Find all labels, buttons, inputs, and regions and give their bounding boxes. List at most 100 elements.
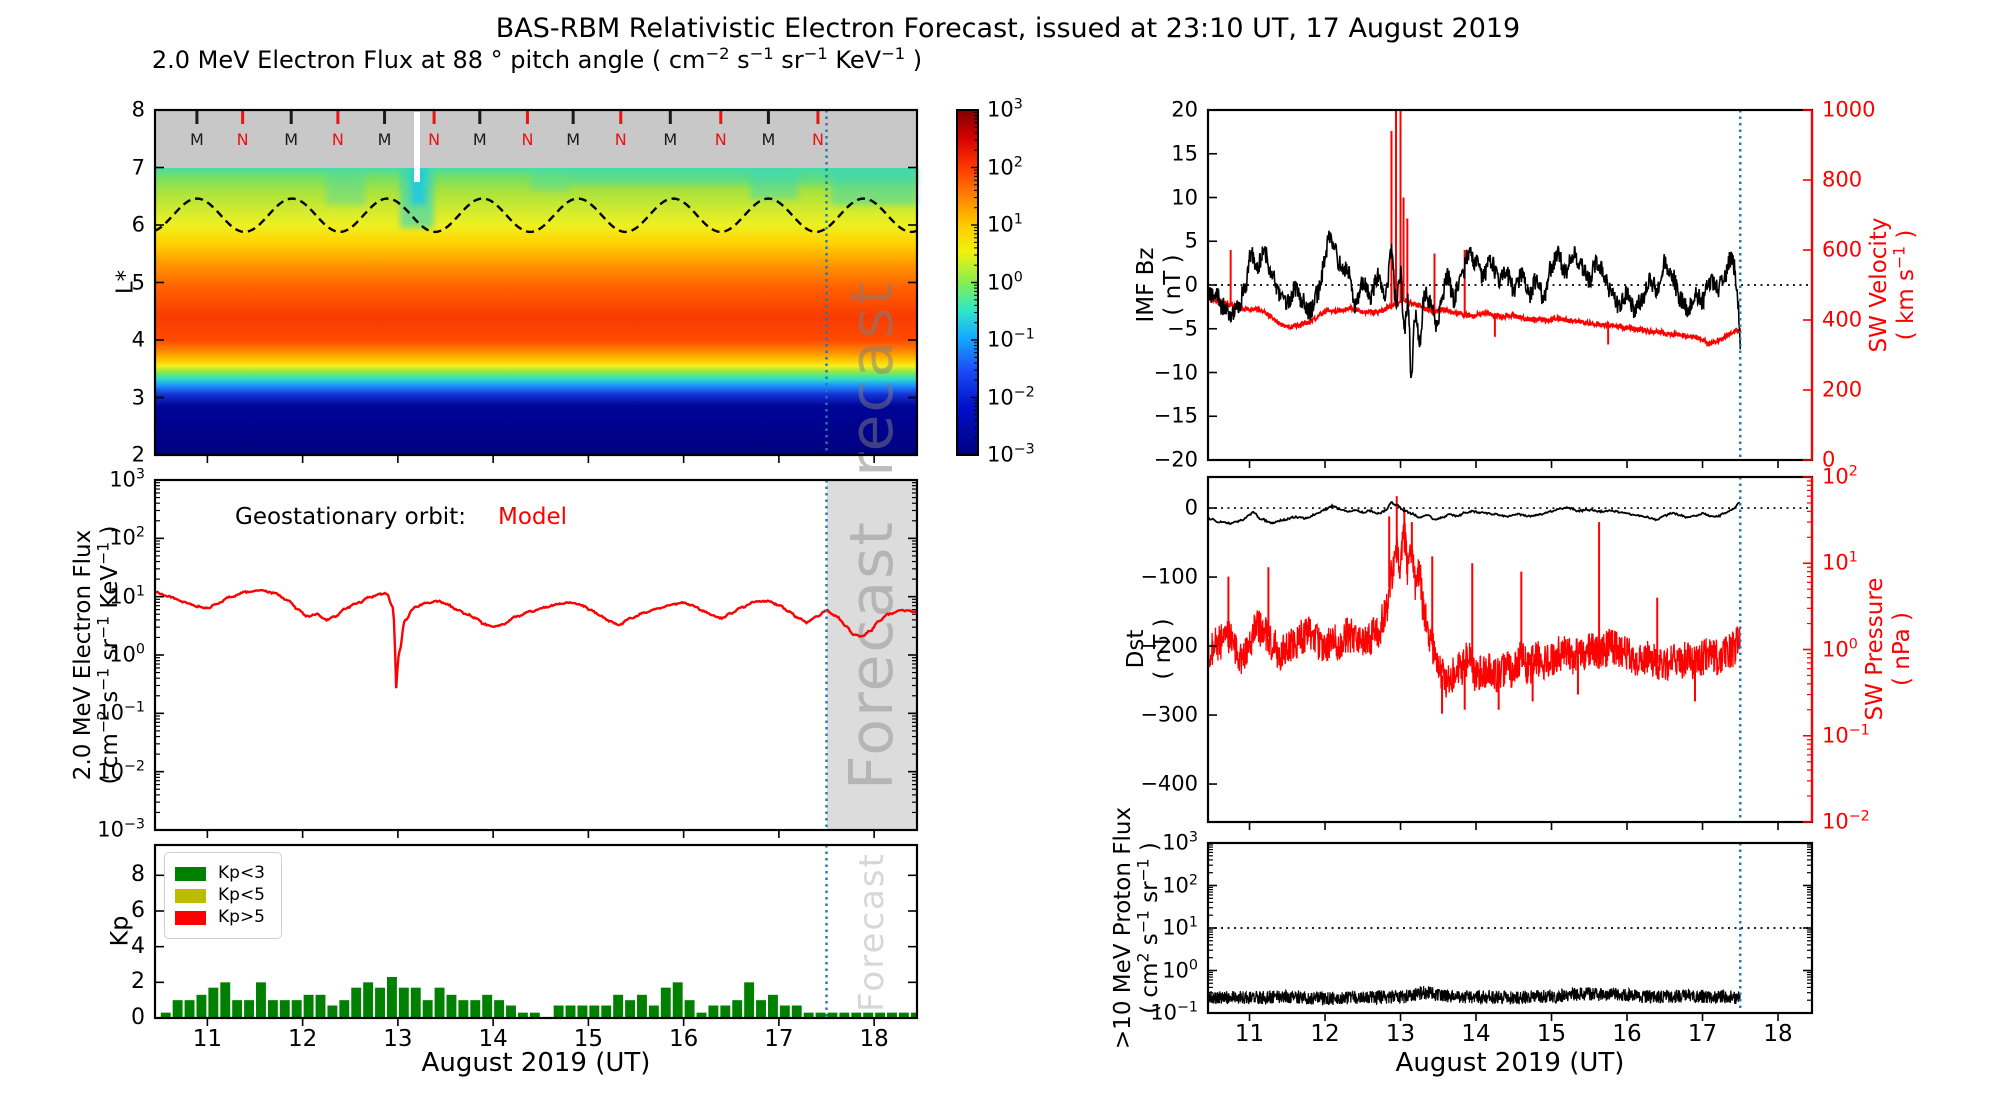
kp-bar	[434, 987, 445, 1017]
tick-label: −20	[1153, 447, 1198, 472]
tick-label: 17	[764, 1026, 794, 1052]
tick-label: 0	[1822, 447, 1836, 472]
kp-bar	[553, 1005, 564, 1017]
kp-bar	[446, 994, 457, 1017]
kp-bar	[756, 1000, 766, 1017]
tick-label: 800	[1822, 167, 1863, 192]
tick-label: 16	[1612, 1021, 1642, 1047]
colorbar-tick-label: 101	[987, 211, 1023, 237]
kp-bar	[506, 1005, 516, 1017]
tick-label: 20	[1171, 97, 1198, 122]
midnight-marker-label: M	[472, 130, 487, 149]
tick-label: 10−1	[97, 699, 145, 725]
annotation-prefix: Geostationary orbit:	[235, 504, 466, 530]
series->10-mev-proton-flux	[1207, 986, 1741, 1006]
kp-bar	[172, 1000, 183, 1017]
colorbar-tick-label: 10−3	[987, 441, 1035, 467]
kp-bar	[898, 1012, 909, 1017]
kp-bar	[267, 1000, 278, 1017]
kp-bar	[720, 1005, 731, 1017]
kp-bar	[196, 994, 207, 1017]
kp-bar	[910, 1012, 916, 1017]
kp-bar	[184, 1000, 195, 1017]
tick-label: 1000	[1822, 97, 1876, 122]
tick-label: 3	[131, 385, 145, 409]
tick-label: 6	[131, 212, 145, 237]
tick-label: 5	[1184, 228, 1198, 253]
kp-bar	[589, 1005, 600, 1017]
series-dst	[1207, 500, 1741, 525]
imf-bz-axis-label: IMF Bz ( nT )	[1133, 247, 1187, 322]
noon-marker-label: N	[714, 130, 727, 149]
geostationary-orbit-line	[154, 197, 918, 234]
legend-label: Kp<5	[218, 885, 265, 905]
kp-bar	[470, 1000, 481, 1017]
midnight-marker-label: M	[190, 130, 204, 149]
tick-label: 2	[131, 969, 145, 995]
midnight-marker-label: M	[377, 130, 392, 149]
kp-bar	[577, 1005, 588, 1017]
colormap-streak	[569, 167, 917, 184]
noon-marker-label: N	[521, 130, 534, 149]
kp-bar	[648, 1005, 659, 1017]
kp-bar	[482, 994, 493, 1017]
tick-label: 0	[1184, 495, 1198, 520]
plot-svg	[153, 478, 919, 838]
kp-bar	[160, 1012, 171, 1017]
tick-label: 18	[859, 1026, 889, 1052]
tick-label: 10−2	[97, 758, 145, 784]
sw-pressure-axis-label-line1: SW Pressure	[1862, 577, 1888, 721]
plot-svg	[1206, 108, 1814, 468]
kp-bar	[672, 982, 683, 1017]
dst-axis-label-line2: ( nT )	[1150, 618, 1176, 680]
kp-bar	[529, 1012, 540, 1017]
colormap-streak	[531, 167, 570, 191]
panel-border	[1206, 841, 1814, 1015]
kp-legend-item: Kp>5	[175, 909, 265, 926]
tick-label: 8	[131, 862, 145, 888]
kp-bar	[422, 1000, 433, 1017]
no-data-band	[155, 110, 917, 168]
tick-label: −100	[1140, 564, 1198, 589]
noon-marker-label: N	[428, 130, 441, 149]
kp-bar	[839, 1012, 850, 1017]
tick-label: 15	[1536, 1021, 1567, 1047]
colorbar: 103 102 101 100 10−1 10−2 10−3	[956, 97, 1035, 465]
kp-bar	[827, 1012, 838, 1017]
imf-bz-axis-label-line1: IMF Bz	[1133, 247, 1159, 323]
geostationary-orbit-annotation: Geostationary orbit: Model	[235, 504, 567, 530]
midnight-marker-label: M	[284, 130, 299, 149]
kp-bar	[767, 994, 778, 1017]
plot-svg	[1206, 841, 1814, 1021]
tick-label: 4	[131, 933, 145, 959]
kp-legend-item: Kp<5	[175, 887, 265, 904]
electron-flux-axis-label: 2.0 MeV Electron Flux ( cm−2 s−1 sr−1 Ke…	[70, 525, 124, 784]
proton-flux-axis-label: >10 MeV Proton Flux ( cm2 s−1 sr−1 )	[1110, 807, 1164, 1049]
tick-label: 17	[1687, 1021, 1718, 1047]
kp-bar	[220, 982, 231, 1017]
kp-bar	[208, 987, 219, 1017]
tick-label: 13	[1385, 1021, 1416, 1047]
tick-label: 18	[1763, 1021, 1793, 1047]
sw-pressure-axis-label: SW Pressure ( nPa )	[1862, 578, 1916, 721]
kp-bar	[660, 987, 671, 1017]
tick-label: −5	[1167, 316, 1198, 341]
tick-label: 7	[131, 155, 145, 179]
tick-label: 10−1	[1822, 722, 1870, 748]
kp-bar	[732, 1000, 743, 1017]
sw-velocity-axis-label: SW Velocity ( km s−1 )	[1866, 218, 1920, 353]
tick-label: −300	[1140, 702, 1198, 727]
noon-marker-label: N	[236, 130, 249, 149]
proton-flux-panel: 11 12 13 14 15 16 17 18 103 102 101 100 10−1	[1150, 830, 1814, 1046]
forecast-shade	[826, 480, 917, 830]
sw-velocity-axis-label-line1: SW Velocity	[1866, 217, 1892, 353]
kp-bar	[244, 1000, 255, 1017]
tick-label: 15	[573, 1026, 604, 1052]
kp-bar	[256, 982, 266, 1017]
tick-label: 5	[131, 270, 145, 294]
kp-bar	[779, 1005, 790, 1017]
kp-bar	[315, 994, 326, 1017]
sw-pressure-axis-label-line2: ( nPa )	[1889, 611, 1915, 687]
tick-label: −10	[1153, 360, 1198, 384]
